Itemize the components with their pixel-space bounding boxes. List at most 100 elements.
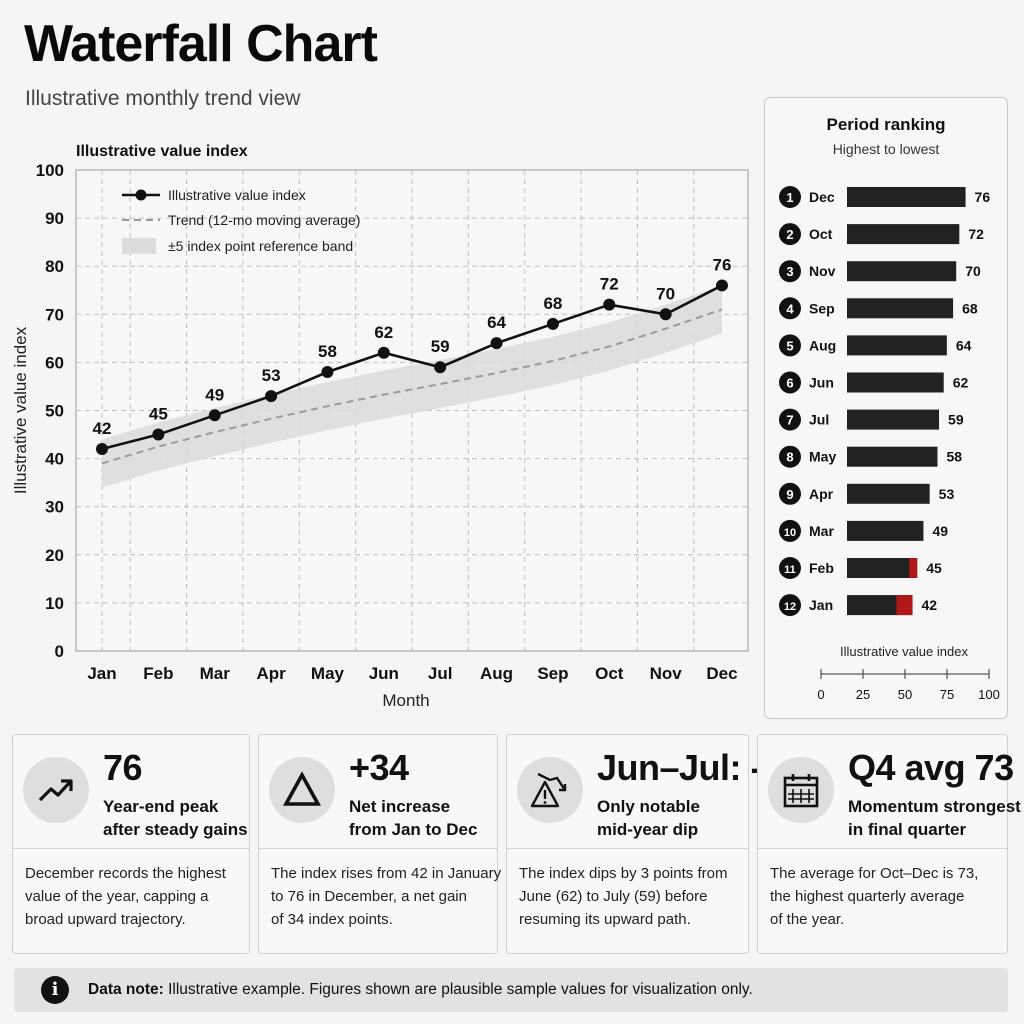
- rank-month: Feb: [809, 560, 834, 576]
- card-year-end-peak: 76 Year-end peak after steady gains Decem…: [12, 734, 250, 954]
- rank-bar: [847, 298, 954, 319]
- rank-badge: [779, 334, 801, 357]
- rank-badge: [779, 297, 801, 320]
- y-axis-title: Illustrative value index: [11, 326, 30, 494]
- rank-month: Apr: [809, 486, 834, 502]
- rank-badge: [779, 260, 801, 283]
- rank-bar: [847, 372, 944, 393]
- card-description: December records the highest value of the…: [25, 865, 226, 928]
- rank-bar: [847, 520, 924, 541]
- rank-number: 9: [786, 487, 793, 502]
- rank-value: 72: [968, 226, 984, 242]
- calendar-icon: [768, 757, 834, 823]
- rank-value: 59: [948, 412, 964, 428]
- ranking-bar-chart: 1 Dec 76 2 Oct 72 3 Nov 70 4 Sep 68 5 Aug 64 6 Jun 62 7 Jul…: [779, 186, 1000, 702]
- rank-badge: [779, 519, 801, 542]
- y-tick-label: 10: [45, 594, 64, 613]
- y-tick-label: 0: [55, 642, 64, 661]
- y-tick-label: 100: [36, 161, 64, 180]
- x-tick-label: Feb: [143, 664, 173, 683]
- rank-month: Oct: [809, 226, 833, 242]
- card-description: The average for Oct–Dec is 73, the highes…: [770, 865, 979, 928]
- trend-up-icon: [23, 757, 89, 823]
- rank-bar: [847, 558, 918, 578]
- rank-number: 2: [786, 227, 793, 242]
- x-tick-label: Jun: [369, 664, 399, 683]
- rank-value: 49: [932, 523, 948, 539]
- data-label: 42: [93, 419, 112, 438]
- data-note-bar: i Data note: Illustrative example. Figur…: [14, 968, 1008, 1012]
- y-tick-label: 60: [45, 353, 64, 372]
- x-tick-label: Sep: [537, 664, 568, 683]
- rank-month: Jun: [809, 375, 834, 391]
- card-mid-year-dip: Jun–Jul: -3 Only notable mid-year dip The…: [506, 734, 782, 954]
- rank-bar: [847, 595, 913, 616]
- info-icon: i: [41, 976, 69, 1004]
- rank-badge: [779, 482, 801, 505]
- ranking-axis-tick-label: 0: [817, 687, 824, 702]
- x-tick-label: Nov: [650, 664, 683, 683]
- rank-badge: [779, 223, 801, 246]
- rank-value: 62: [953, 375, 969, 391]
- x-tick-label: Oct: [595, 664, 624, 683]
- rank-value: 70: [965, 263, 981, 279]
- line-chart: 0 10 20 30 40 50 60 70 80 90 100 Jan Feb Mar Apr May Jun…: [11, 143, 749, 710]
- card-q4-average: Q4 avg 73 Momentum strongest in final qua…: [757, 734, 1021, 954]
- data-point: [265, 390, 278, 403]
- data-point: [546, 317, 559, 330]
- rank-badge: [779, 408, 801, 431]
- rank-month: May: [809, 449, 836, 465]
- card-divider: [758, 848, 1007, 849]
- data-point: [659, 308, 672, 321]
- rank-badge: [779, 371, 801, 394]
- ranking-axis-tick-label: 50: [898, 687, 912, 702]
- y-tick-label: 20: [45, 546, 64, 565]
- page-subtitle: Illustrative monthly trend view: [25, 87, 301, 110]
- y-tick-label: 70: [45, 305, 64, 324]
- y-tick-label: 40: [45, 450, 64, 469]
- data-label: 59: [431, 337, 450, 356]
- data-point: [96, 442, 108, 455]
- data-label: 58: [318, 342, 337, 361]
- x-tick-label: Jul: [428, 664, 453, 683]
- rank-value: 53: [939, 486, 955, 502]
- data-point: [321, 366, 334, 379]
- period-ranking-panel: 1 Dec 76 2 Oct 72 3 Nov 70 4 Sep 68 5 Aug 64 6 Jun 62 7 Jul…: [764, 97, 1008, 719]
- rank-bar-accent: [896, 595, 913, 616]
- ranking-axis-label: Illustrative value index: [840, 644, 968, 659]
- rank-number: 3: [786, 264, 793, 279]
- rank-number: 11: [784, 564, 796, 576]
- data-point: [434, 361, 447, 374]
- data-label: 76: [713, 255, 732, 274]
- card-label: Net increase from Jan to Dec: [349, 797, 478, 839]
- rank-bar: [847, 409, 940, 430]
- data-label: 64: [487, 313, 506, 332]
- rank-value: 64: [956, 337, 972, 353]
- value-index-line: [101, 284, 723, 451]
- card-stat: +34: [349, 747, 409, 788]
- ranking-axis-tick-label: 75: [940, 687, 954, 702]
- data-point: [152, 428, 165, 441]
- y-tick-label: 90: [45, 209, 64, 228]
- rank-number: 12: [784, 601, 796, 613]
- rank-month: Nov: [809, 263, 836, 279]
- rank-bar: [847, 446, 938, 467]
- reference-band: [102, 285, 722, 488]
- rank-badge: [779, 557, 801, 579]
- data-label: 68: [543, 294, 562, 313]
- rank-bar-accent: [909, 558, 918, 578]
- rank-value: 68: [962, 300, 978, 316]
- x-tick-label: Aug: [480, 664, 513, 683]
- trend-line: [101, 308, 723, 465]
- rank-month: Jul: [809, 412, 829, 428]
- rank-number: 6: [786, 376, 793, 391]
- y-tick-label: 80: [45, 257, 64, 276]
- rank-value: 45: [926, 560, 942, 576]
- legend-label: Illustrative value index: [168, 187, 306, 203]
- card-description: The index rises from 42 in January to 76 …: [271, 865, 502, 928]
- y-tick-label: 50: [45, 402, 64, 421]
- card-stat: 76: [103, 747, 143, 788]
- card-divider: [507, 848, 748, 849]
- rank-value: 42: [922, 597, 938, 613]
- card-label: Momentum strongest in final quarter: [848, 797, 1021, 839]
